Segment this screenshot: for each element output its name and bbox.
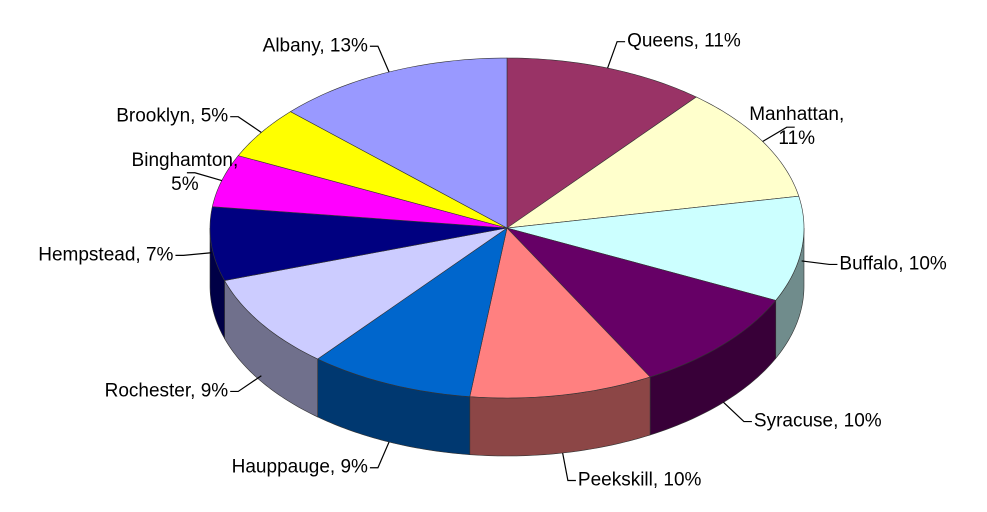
slice [209,206,508,281]
slice [506,227,777,378]
slice [506,195,805,301]
slice [211,155,508,229]
data-label: Buffalo, 10% [839,253,947,274]
data-label: Brooklyn, 5% [116,106,228,127]
leader-line [230,375,262,393]
slice [237,111,508,229]
label-line: 5% [171,174,199,195]
slice [506,57,697,229]
leader-line [762,126,795,142]
label-line: Manhattan, [749,104,844,125]
slice [317,227,508,397]
data-label: Binghamton, 5% [132,150,239,195]
data-label: Manhattan, 11% [749,104,844,149]
leader-line [723,401,752,423]
leader-line [369,441,390,469]
leader-line [562,452,576,482]
leader-line [186,172,222,182]
leader-line [369,45,390,73]
leader-line [607,41,626,69]
data-label: Syracuse, 10% [754,411,882,432]
slice [469,227,651,399]
data-label: Peekskill, 10% [578,470,702,491]
data-label: Albany, 13% [263,35,368,56]
leader-line [801,260,838,266]
label-line: Binghamton, [132,150,239,171]
data-label: Hauppauge, 9% [232,457,368,478]
data-label: Queens, 11% [627,31,741,52]
leader-line [175,252,212,256]
label-line: 11% [778,128,815,149]
slice [224,227,508,360]
data-label: Hempstead, 7% [38,244,173,265]
leader-line [230,116,262,133]
data-label: Rochester, 9% [105,380,229,401]
slice [506,96,800,229]
